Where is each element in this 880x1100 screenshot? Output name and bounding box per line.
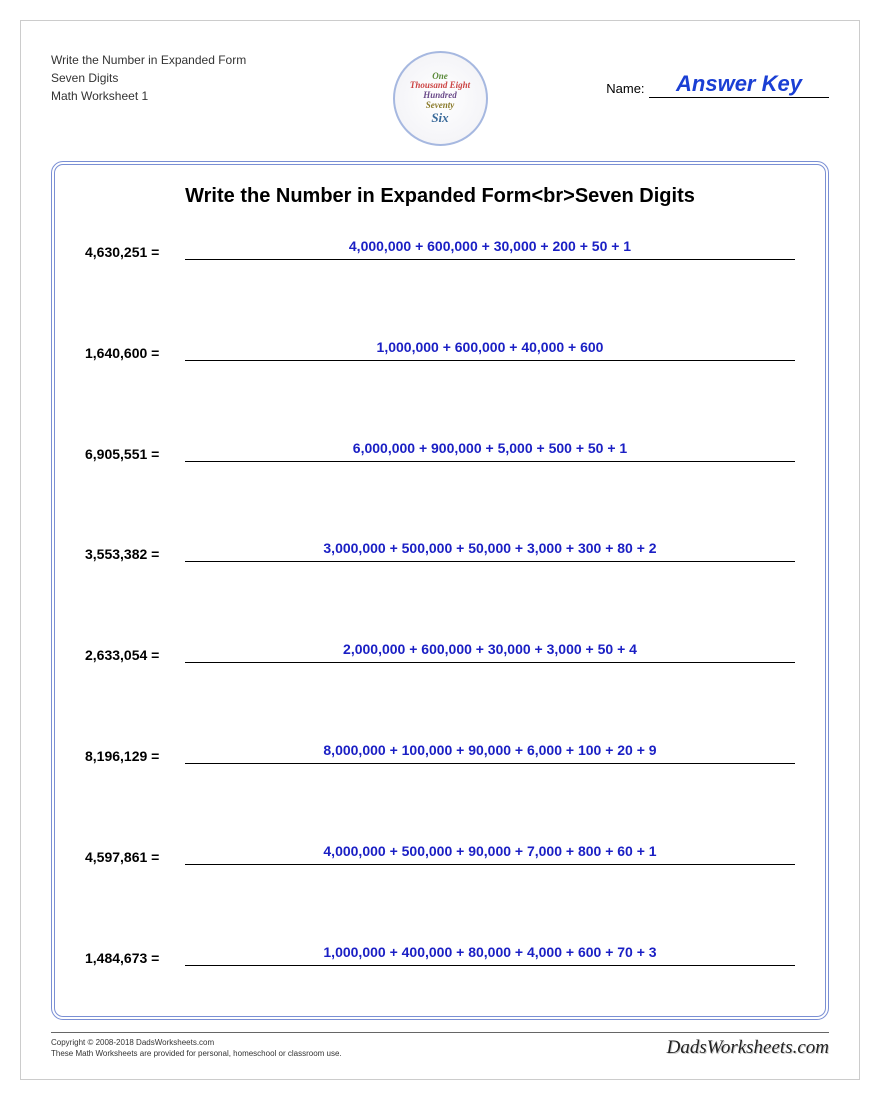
header-line-3: Math Worksheet 1 <box>51 87 385 105</box>
problem-row: 1,484,673 = 1,000,000 + 400,000 + 80,000… <box>85 944 795 966</box>
footer-left: Copyright © 2008-2018 DadsWorksheets.com… <box>51 1037 342 1059</box>
header: Write the Number in Expanded Form Seven … <box>51 51 829 146</box>
disclaimer-text: These Math Worksheets are provided for p… <box>51 1048 342 1059</box>
content-frame: Write the Number in Expanded Form<br>Sev… <box>51 161 829 1020</box>
problem-row: 2,633,054 = 2,000,000 + 600,000 + 30,000… <box>85 641 795 663</box>
name-label: Name: <box>606 81 644 96</box>
problem-row: 8,196,129 = 8,000,000 + 100,000 + 90,000… <box>85 742 795 764</box>
problem-answer-line: 1,000,000 + 600,000 + 40,000 + 600 <box>185 339 795 361</box>
answer-text: 6,000,000 + 900,000 + 5,000 + 500 + 50 +… <box>353 440 627 456</box>
worksheet-title: Write the Number in Expanded Form<br>Sev… <box>85 185 795 208</box>
copyright-text: Copyright © 2008-2018 DadsWorksheets.com <box>51 1037 342 1048</box>
problem-answer-line: 1,000,000 + 400,000 + 80,000 + 4,000 + 6… <box>185 944 795 966</box>
logo-text: Six <box>431 111 448 125</box>
problem-row: 4,630,251 = 4,000,000 + 600,000 + 30,000… <box>85 238 795 260</box>
header-left: Write the Number in Expanded Form Seven … <box>51 51 385 105</box>
answer-text: 4,000,000 + 500,000 + 90,000 + 7,000 + 8… <box>323 843 656 859</box>
problem-row: 1,640,600 = 1,000,000 + 600,000 + 40,000… <box>85 339 795 361</box>
problem-answer-line: 8,000,000 + 100,000 + 90,000 + 6,000 + 1… <box>185 742 795 764</box>
header-line-1: Write the Number in Expanded Form <box>51 51 385 69</box>
worksheet-page: Write the Number in Expanded Form Seven … <box>20 20 860 1080</box>
problem-number: 3,553,382 = <box>85 546 175 562</box>
problem-number: 6,905,551 = <box>85 446 175 462</box>
problem-answer-line: 3,000,000 + 500,000 + 50,000 + 3,000 + 3… <box>185 540 795 562</box>
footer: Copyright © 2008-2018 DadsWorksheets.com… <box>51 1032 829 1059</box>
header-right: Name: Answer Key <box>495 51 829 98</box>
header-center: One Thousand Eight Hundred Seventy Six <box>385 51 495 146</box>
problem-answer-line: 6,000,000 + 900,000 + 5,000 + 500 + 50 +… <box>185 440 795 462</box>
problem-number: 8,196,129 = <box>85 748 175 764</box>
answer-text: 8,000,000 + 100,000 + 90,000 + 6,000 + 1… <box>323 742 656 758</box>
problem-number: 1,640,600 = <box>85 345 175 361</box>
answer-text: 2,000,000 + 600,000 + 30,000 + 3,000 + 5… <box>343 641 637 657</box>
problem-number: 4,597,861 = <box>85 849 175 865</box>
footer-brand: DadsWorksheets.com <box>667 1037 829 1059</box>
problem-row: 6,905,551 = 6,000,000 + 900,000 + 5,000 … <box>85 440 795 462</box>
problems-list: 4,630,251 = 4,000,000 + 600,000 + 30,000… <box>85 238 795 986</box>
name-field: Answer Key <box>649 71 829 98</box>
problem-number: 1,484,673 = <box>85 950 175 966</box>
problem-answer-line: 2,000,000 + 600,000 + 30,000 + 3,000 + 5… <box>185 641 795 663</box>
worksheet-logo-icon: One Thousand Eight Hundred Seventy Six <box>393 51 488 146</box>
answer-text: 3,000,000 + 500,000 + 50,000 + 3,000 + 3… <box>323 540 656 556</box>
problem-row: 4,597,861 = 4,000,000 + 500,000 + 90,000… <box>85 843 795 865</box>
problem-number: 4,630,251 = <box>85 244 175 260</box>
header-line-2: Seven Digits <box>51 69 385 87</box>
problem-number: 2,633,054 = <box>85 647 175 663</box>
answer-key-text: Answer Key <box>676 71 802 96</box>
problem-answer-line: 4,000,000 + 500,000 + 90,000 + 7,000 + 8… <box>185 843 795 865</box>
answer-text: 4,000,000 + 600,000 + 30,000 + 200 + 50 … <box>349 238 631 254</box>
problem-row: 3,553,382 = 3,000,000 + 500,000 + 50,000… <box>85 540 795 562</box>
answer-text: 1,000,000 + 400,000 + 80,000 + 4,000 + 6… <box>323 944 656 960</box>
problem-answer-line: 4,000,000 + 600,000 + 30,000 + 200 + 50 … <box>185 238 795 260</box>
answer-text: 1,000,000 + 600,000 + 40,000 + 600 <box>377 339 604 355</box>
